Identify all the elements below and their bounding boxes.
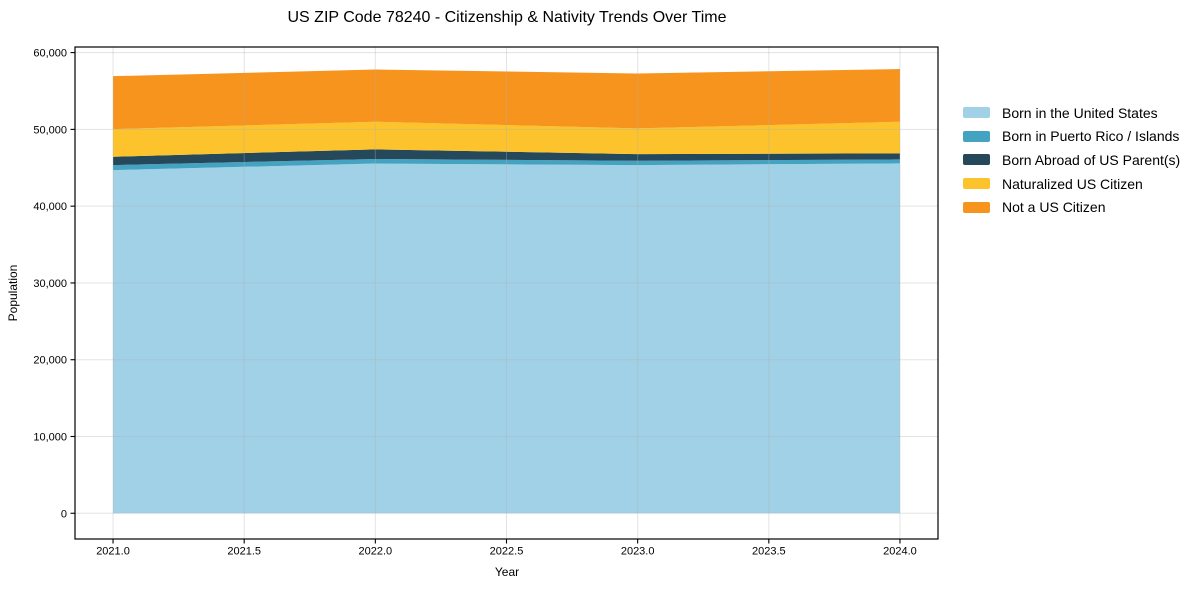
x-axis-label: Year (494, 565, 520, 579)
legend-label: Naturalized US Citizen (1002, 175, 1143, 192)
x-tick-label: 2021.5 (227, 546, 261, 558)
x-tick-label: 2023.0 (621, 546, 655, 558)
legend-swatch (963, 130, 990, 142)
legend-label: Born Abroad of US Parent(s) (1002, 151, 1181, 168)
area-series-1 (113, 158, 900, 171)
legend: Born in the United States Born in Puerto … (963, 101, 1180, 219)
area-series-3 (113, 121, 900, 157)
legend-item: Born in the United States (963, 101, 1180, 125)
y-tick-label: 0 (61, 508, 67, 520)
legend-swatch (963, 107, 990, 119)
legend-swatch (963, 178, 990, 190)
legend-swatch (963, 201, 990, 213)
x-tick-label: 2022.5 (490, 546, 524, 558)
legend-item: Born in Puerto Rico / Islands (963, 125, 1180, 149)
gridlines (75, 47, 938, 539)
y-tick-label: 60,000 (33, 48, 67, 60)
area-series-4 (113, 69, 900, 130)
stacked-areas (113, 69, 900, 514)
legend-item: Naturalized US Citizen (963, 172, 1180, 196)
x-tick-label: 2024.0 (883, 546, 917, 558)
legend-swatch (963, 154, 990, 166)
y-axis-label: Population (6, 264, 20, 322)
legend-item: Not a US Citizen (963, 195, 1180, 219)
y-tick-label: 20,000 (33, 355, 67, 367)
tick-labels: 2021.0 2021.5 2022.0 2022.5 2023.0 2023.5 2024… (33, 48, 916, 558)
legend-label: Born in Puerto Rico / Islands (1002, 128, 1180, 145)
area-series-0 (113, 163, 900, 514)
x-tick-label: 2022.0 (359, 546, 393, 558)
area-series-2 (113, 149, 900, 166)
x-tick-label: 2021.0 (96, 546, 130, 558)
y-tick-label: 10,000 (33, 432, 67, 444)
x-tick-label: 2023.5 (752, 546, 786, 558)
y-tick-label: 50,000 (33, 124, 67, 136)
legend-label: Born in the United States (1002, 104, 1158, 121)
legend-label: Not a US Citizen (1002, 199, 1106, 216)
y-tick-label: 30,000 (33, 278, 67, 290)
y-tick-label: 40,000 (33, 201, 67, 213)
legend-item: Born Abroad of US Parent(s) (963, 148, 1180, 172)
tick-marks (70, 52, 901, 544)
chart-title: US ZIP Code 78240 - Citizenship & Nativi… (287, 9, 727, 26)
